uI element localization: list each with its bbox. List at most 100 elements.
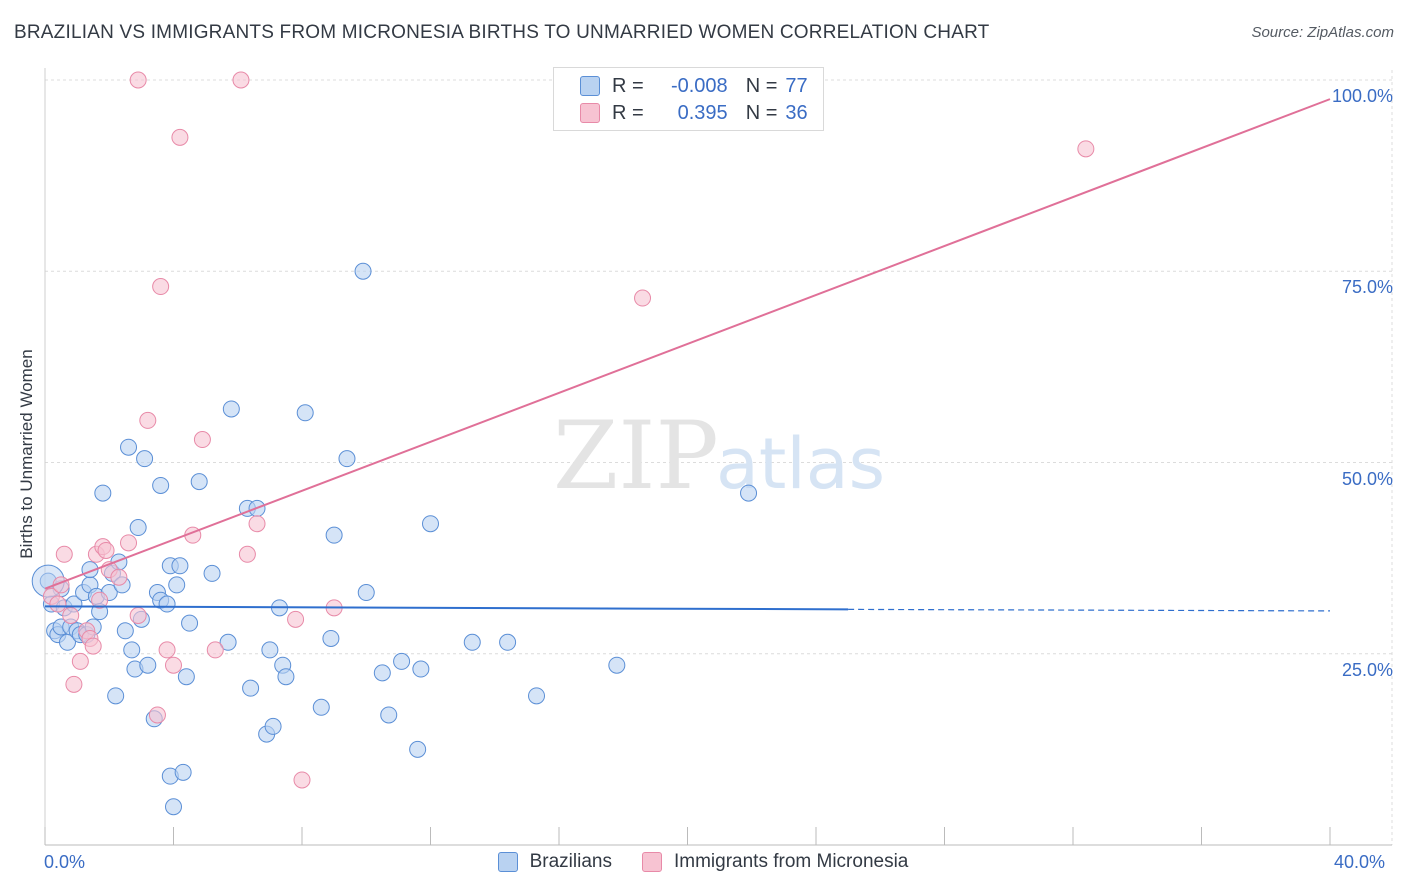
data-point-micronesia — [55, 545, 73, 563]
data-point-brazilians — [129, 519, 147, 537]
legend-swatch-blue — [580, 76, 600, 96]
legend-row-micronesia: R = 0.395 N = 36 — [580, 100, 808, 126]
legend-row-brazilians: R = -0.008 N = 77 — [580, 73, 808, 99]
data-point-micronesia — [232, 71, 250, 89]
data-point-micronesia — [71, 652, 89, 670]
y-tick-label: 50.0% — [1341, 468, 1393, 489]
data-point-brazilians — [152, 476, 170, 494]
chart-title: BRAZILIAN VS IMMIGRANTS FROM MICRONESIA … — [14, 22, 990, 43]
data-point-brazilians — [608, 656, 626, 674]
legend-r-label: R = — [612, 74, 644, 97]
data-point-micronesia — [120, 534, 138, 552]
data-point-micronesia — [129, 607, 147, 624]
data-point-brazilians — [168, 576, 186, 594]
legend-n-label: N = — [745, 74, 778, 97]
data-point-brazilians — [354, 262, 372, 280]
data-point-brazilians — [373, 664, 391, 682]
data-point-brazilians — [120, 438, 138, 456]
data-point-brazilians — [261, 641, 279, 659]
data-point-brazilians — [165, 798, 182, 816]
data-point-micronesia — [65, 675, 83, 693]
data-point-micronesia — [62, 607, 80, 624]
data-point-brazilians — [463, 633, 481, 651]
data-point-micronesia — [110, 568, 128, 586]
data-point-brazilians — [409, 740, 427, 758]
data-point-brazilians — [219, 633, 237, 651]
trend-line-brazilians — [44, 605, 849, 611]
data-point-brazilians — [338, 450, 356, 468]
data-point-brazilians — [322, 629, 340, 647]
data-point-micronesia — [293, 771, 311, 789]
series-legend: Brazilians Immigrants from Micronesia — [0, 851, 1406, 873]
data-point-micronesia — [248, 515, 266, 533]
data-point-brazilians — [422, 515, 439, 533]
data-point-brazilians — [94, 484, 112, 502]
data-point-brazilians — [222, 400, 240, 418]
data-point-micronesia — [91, 591, 109, 609]
legend-item-brazilians[interactable]: Brazilians — [497, 851, 612, 873]
legend-n-value: 77 — [785, 74, 808, 97]
data-point-brazilians — [116, 622, 134, 640]
data-point-micronesia — [287, 610, 305, 628]
data-point-micronesia — [193, 431, 211, 449]
data-point-brazilians — [139, 656, 157, 674]
data-point-micronesia — [206, 641, 224, 659]
legend-label-brazilians: Brazilians — [529, 851, 612, 872]
data-point-brazilians — [174, 763, 192, 781]
legend-swatch-pink — [580, 103, 600, 123]
data-point-brazilians — [171, 557, 189, 575]
data-point-micronesia — [148, 706, 166, 724]
data-point-micronesia — [129, 71, 147, 89]
data-point-brazilians — [393, 652, 411, 670]
legend-n-value: 36 — [785, 101, 808, 124]
data-point-brazilians — [740, 484, 758, 502]
trend-line-brazilians-extension — [848, 608, 1331, 612]
data-point-brazilians — [123, 641, 141, 659]
data-point-micronesia — [152, 278, 170, 296]
data-point-brazilians — [177, 668, 195, 686]
data-point-micronesia — [634, 289, 652, 307]
data-point-micronesia — [165, 656, 182, 674]
data-point-brazilians — [203, 564, 221, 582]
x-tick-label-min: 0.0% — [44, 852, 86, 872]
data-point-brazilians — [325, 526, 343, 544]
data-point-micronesia — [171, 128, 189, 146]
y-tick-label: 100.0% — [1331, 86, 1393, 106]
y-tick-label: 75.0% — [1341, 277, 1393, 298]
data-point-brazilians — [277, 668, 295, 686]
data-point-micronesia — [97, 541, 115, 559]
legend-n-label: N = — [745, 101, 778, 124]
trend-line-micronesia — [44, 98, 1331, 590]
watermark-zip: ZIP — [553, 402, 719, 511]
source-label: Source: ZipAtlas.com — [1251, 24, 1394, 41]
data-point-brazilians — [190, 473, 208, 491]
data-point-brazilians — [528, 687, 546, 705]
data-point-brazilians — [242, 679, 260, 697]
data-point-brazilians — [107, 687, 125, 705]
data-point-micronesia — [238, 545, 256, 563]
data-point-brazilians — [158, 595, 176, 613]
data-point-brazilians — [412, 660, 430, 678]
legend-item-micronesia[interactable]: Immigrants from Micronesia — [641, 851, 909, 873]
correlation-legend: R = -0.008 N = 77 R = 0.395 N = 36 — [553, 67, 824, 131]
data-point-brazilians — [181, 614, 199, 632]
data-point-micronesia — [84, 637, 102, 655]
data-point-micronesia — [158, 641, 176, 659]
data-point-micronesia — [139, 411, 157, 429]
legend-swatch-blue — [497, 852, 518, 872]
y-tick-label: 25.0% — [1341, 659, 1393, 680]
legend-r-label: R = — [612, 101, 644, 124]
data-point-brazilians — [380, 706, 398, 724]
legend-label-micronesia: Immigrants from Micronesia — [673, 851, 909, 872]
legend-swatch-pink — [641, 852, 662, 872]
legend-r-value: -0.008 — [670, 74, 728, 97]
legend-r-value: 0.395 — [677, 101, 728, 124]
data-point-micronesia — [49, 595, 67, 613]
data-point-brazilians — [264, 717, 282, 735]
data-point-micronesia — [1077, 140, 1095, 158]
data-point-brazilians — [136, 450, 154, 468]
data-point-brazilians — [296, 404, 314, 422]
data-point-brazilians — [357, 584, 375, 602]
data-point-brazilians — [312, 698, 330, 716]
